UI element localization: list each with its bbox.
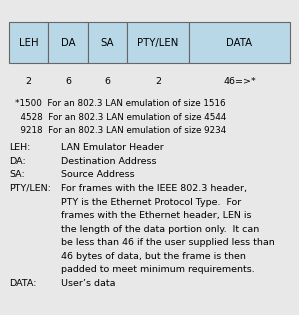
Bar — [189, 22, 290, 63]
Text: 46 bytes of data, but the frame is then: 46 bytes of data, but the frame is then — [61, 252, 246, 261]
Text: For frames with the IEEE 802.3 header,: For frames with the IEEE 802.3 header, — [61, 184, 247, 193]
Text: PTY/LEN:: PTY/LEN: — [9, 184, 51, 193]
Text: LAN Emulator Header: LAN Emulator Header — [61, 143, 164, 152]
Text: 2: 2 — [155, 77, 161, 86]
Text: SA:: SA: — [9, 170, 25, 180]
Text: DA: DA — [61, 37, 75, 48]
Text: DATA:: DATA: — [9, 279, 36, 288]
Text: padded to meet minimum requirements.: padded to meet minimum requirements. — [61, 265, 255, 274]
Text: be less than 46 if the user supplied less than: be less than 46 if the user supplied les… — [61, 238, 275, 247]
Text: *1500  For an 802.3 LAN emulation of size 1516: *1500 For an 802.3 LAN emulation of size… — [15, 99, 225, 108]
Text: the length of the data portion only.  It can: the length of the data portion only. It … — [61, 225, 260, 234]
Text: 4528  For an 802.3 LAN emulation of size 4544: 4528 For an 802.3 LAN emulation of size … — [15, 113, 226, 122]
Bar — [9, 22, 48, 63]
Text: 2: 2 — [26, 77, 32, 86]
Text: PTY/LEN: PTY/LEN — [137, 37, 179, 48]
Bar — [88, 22, 127, 63]
Text: 6: 6 — [65, 77, 71, 86]
Bar — [48, 22, 88, 63]
Text: User’s data: User’s data — [61, 279, 116, 288]
Text: LEH:: LEH: — [9, 143, 30, 152]
Text: DATA: DATA — [226, 37, 252, 48]
Text: frames with the Ethernet header, LEN is: frames with the Ethernet header, LEN is — [61, 211, 252, 220]
Text: Source Address: Source Address — [61, 170, 135, 180]
Text: LEH: LEH — [19, 37, 39, 48]
Text: 9218  For an 802.3 LAN emulation of size 9234: 9218 For an 802.3 LAN emulation of size … — [15, 126, 226, 135]
Text: SA: SA — [100, 37, 114, 48]
Text: 46=>*: 46=>* — [223, 77, 256, 86]
Text: Destination Address: Destination Address — [61, 157, 157, 166]
Text: DA:: DA: — [9, 157, 26, 166]
Bar — [127, 22, 189, 63]
Text: 6: 6 — [104, 77, 110, 86]
Text: PTY is the Ethernet Protocol Type.  For: PTY is the Ethernet Protocol Type. For — [61, 198, 242, 207]
